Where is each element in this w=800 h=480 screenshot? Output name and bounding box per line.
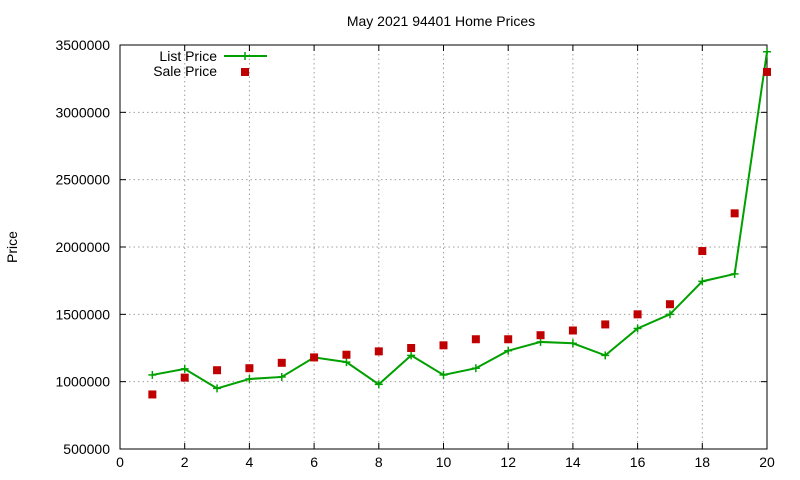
data-point-sale-price: [148, 390, 157, 399]
data-point-sale-price: [245, 364, 254, 373]
data-point-list-price: [148, 370, 157, 379]
y-axis-label: Price: [4, 231, 20, 263]
y-tick-label: 1000000: [55, 374, 110, 390]
y-tick-label: 500000: [63, 441, 110, 457]
legend-square-sale-price: [241, 68, 249, 76]
data-point-list-price: [601, 351, 610, 360]
data-point-list-price: [665, 310, 674, 319]
data-point-sale-price: [213, 366, 222, 375]
data-point-list-price: [180, 364, 189, 373]
x-tick-label: 16: [630, 454, 646, 470]
data-point-sale-price: [601, 320, 610, 329]
x-tick-label: 10: [436, 454, 452, 470]
y-tick-label: 2500000: [55, 172, 110, 188]
series-line-list-price: [152, 51, 768, 390]
axis-ticks: 0 2 4 6 8 10 12 14 16 18 20 500000 1000000 1500000 200…: [55, 37, 775, 470]
x-tick-label: 20: [759, 454, 775, 470]
data-point-sale-price: [665, 300, 674, 309]
legend-label-list-price: List Price: [159, 48, 217, 64]
y-tick-label: 3000000: [55, 104, 110, 120]
data-point-list-price: [698, 277, 707, 286]
y-tick-label: 1500000: [55, 306, 110, 322]
legend: List Price Sale Price: [153, 48, 267, 79]
y-tick-label: 3500000: [55, 37, 110, 53]
data-point-list-price: [504, 346, 513, 355]
x-tick-label: 2: [181, 454, 189, 470]
legend-marker-sale-price: [241, 68, 249, 76]
series: [148, 47, 771, 399]
legend-marker-list-price: [224, 52, 267, 60]
data-point-sale-price: [763, 67, 771, 76]
legend-cross-list-price: [241, 52, 249, 60]
data-point-list-price: [374, 380, 383, 389]
data-point-sale-price: [374, 347, 383, 356]
data-point-list-price: [277, 372, 286, 381]
x-tick-label: 14: [565, 454, 581, 470]
data-point-sale-price: [277, 358, 286, 367]
data-point-list-price: [763, 47, 771, 56]
x-tick-label: 18: [695, 454, 711, 470]
legend-label-sale-price: Sale Price: [153, 63, 217, 79]
data-point-sale-price: [471, 335, 480, 344]
x-tick-label: 0: [116, 454, 124, 470]
data-point-list-price: [471, 364, 480, 373]
data-point-list-price: [568, 339, 577, 348]
x-tick-label: 12: [500, 454, 516, 470]
data-point-sale-price: [504, 335, 513, 344]
data-point-list-price: [213, 384, 222, 393]
x-tick-label: 6: [310, 454, 318, 470]
data-point-sale-price: [633, 310, 642, 319]
data-point-list-price: [245, 374, 254, 383]
data-point-sale-price: [407, 344, 416, 352]
x-tick-label: 8: [375, 454, 383, 470]
data-point-sale-price: [536, 331, 545, 340]
data-point-sale-price: [730, 209, 739, 218]
chart-title: May 2021 94401 Home Prices: [347, 13, 535, 29]
data-point-list-price: [439, 370, 448, 379]
data-point-sale-price: [439, 341, 448, 350]
data-point-list-price: [536, 337, 545, 346]
data-point-sale-price: [698, 247, 707, 256]
x-tick-label: 4: [246, 454, 254, 470]
data-point-list-price: [730, 269, 739, 278]
data-point-sale-price: [568, 326, 577, 335]
data-point-list-price: [407, 351, 416, 360]
data-point-sale-price: [180, 373, 189, 382]
data-point-list-price: [633, 324, 642, 333]
data-point-list-price: [342, 358, 351, 367]
y-tick-label: 2000000: [55, 239, 110, 255]
data-point-sale-price: [342, 350, 351, 359]
data-point-sale-price: [310, 353, 319, 362]
